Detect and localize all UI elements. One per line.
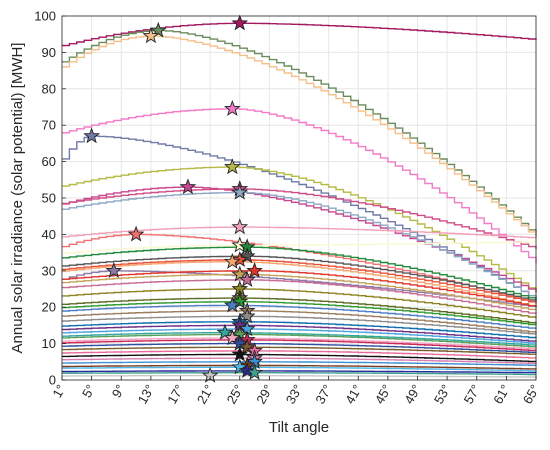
optimum-star-7 xyxy=(179,178,197,195)
series-line-39 xyxy=(62,361,537,366)
series-line-2 xyxy=(62,29,537,237)
x-tick-label: 57° xyxy=(461,382,484,407)
series-line-29 xyxy=(62,328,537,344)
series-line-13 xyxy=(62,246,537,300)
series-line-34 xyxy=(62,342,537,353)
series-line-18 xyxy=(62,270,537,308)
x-tick-label: 21° xyxy=(194,382,217,407)
optimum-markers xyxy=(83,14,263,383)
optimum-star-5 xyxy=(83,127,101,144)
optimum-star-37 xyxy=(231,345,249,362)
y-tick-label: 60 xyxy=(42,154,56,169)
optimum-star-1 xyxy=(231,14,249,31)
series-line-27 xyxy=(62,321,537,339)
x-tick-label: 33° xyxy=(283,382,306,407)
series-line-23 xyxy=(62,301,537,326)
x-tick-label: 5° xyxy=(79,382,98,400)
x-tick-label: 37° xyxy=(312,382,335,407)
series-line-20 xyxy=(62,279,537,315)
series-line-19 xyxy=(62,273,537,311)
x-tick-label: 53° xyxy=(431,382,454,407)
optimum-star-9 xyxy=(231,183,249,200)
series-line-37 xyxy=(62,353,537,363)
optimum-star-20 xyxy=(238,271,256,288)
series-line-43 xyxy=(62,372,536,376)
series-line-9 xyxy=(62,191,537,300)
optimum-star-35 xyxy=(238,338,256,355)
optimum-star-23 xyxy=(231,292,249,309)
x-tick-label: 29° xyxy=(253,382,276,407)
series-line-15 xyxy=(62,259,537,304)
y-tick-label: 70 xyxy=(42,118,56,133)
optimum-star-43 xyxy=(246,363,263,380)
y-tick-label: 80 xyxy=(42,81,56,96)
optimum-star-16 xyxy=(105,262,123,278)
series-line-10 xyxy=(62,226,537,239)
x-tick-label: 65° xyxy=(520,382,543,407)
series-line-3 xyxy=(62,35,537,238)
y-axis-label: Annual solar irradiance (solar potential… xyxy=(9,43,26,354)
y-tick-label: 10 xyxy=(42,336,56,351)
x-tick-label: 61° xyxy=(490,382,513,407)
y-tick-label: 90 xyxy=(42,45,56,60)
optimum-star-41 xyxy=(231,358,249,375)
optimum-star-3 xyxy=(142,27,160,44)
optimum-star-11 xyxy=(127,225,145,242)
y-tick-label: 40 xyxy=(42,227,56,242)
series-line-31 xyxy=(62,333,537,348)
series-line-33 xyxy=(62,339,537,352)
optimum-star-14 xyxy=(238,247,256,264)
series-line-25 xyxy=(62,310,537,333)
series-line-12 xyxy=(62,241,537,254)
series-line-21 xyxy=(62,288,537,319)
optimum-star-10 xyxy=(231,218,249,235)
series-line-38 xyxy=(62,357,537,365)
series-line-22 xyxy=(62,297,537,324)
series-lines xyxy=(62,22,537,378)
optimum-star-4 xyxy=(223,100,241,116)
series-line-32 xyxy=(62,337,537,350)
series-line-42 xyxy=(62,370,537,374)
series-line-14 xyxy=(62,255,537,302)
series-line-40 xyxy=(62,364,537,370)
x-tick-label: 13° xyxy=(135,382,158,407)
series-line-44 xyxy=(62,374,537,378)
series-line-5 xyxy=(62,135,537,300)
series-line-30 xyxy=(62,332,537,346)
y-tick-label: 50 xyxy=(42,191,56,206)
optimum-star-6 xyxy=(223,158,241,175)
series-line-35 xyxy=(62,346,537,355)
x-axis-label: Tilt angle xyxy=(269,419,329,436)
series-line-28 xyxy=(62,324,537,342)
series-line-26 xyxy=(62,315,537,335)
optimum-star-18 xyxy=(246,262,263,278)
series-line-4 xyxy=(62,108,537,264)
x-tick-label: 9° xyxy=(109,382,128,400)
series-line-24 xyxy=(62,304,537,329)
y-tick-label: 20 xyxy=(42,300,56,315)
y-tick-label: 100 xyxy=(34,9,56,24)
series-line-8 xyxy=(62,188,537,249)
optimum-star-17 xyxy=(223,252,241,269)
x-tick-label: 49° xyxy=(401,382,424,407)
optimum-star-24 xyxy=(224,296,241,313)
x-tick-label: 45° xyxy=(372,382,395,407)
x-tick-label: 17° xyxy=(164,382,187,407)
series-line-17 xyxy=(62,261,537,308)
y-tick-label: 0 xyxy=(49,373,56,388)
series-line-41 xyxy=(62,366,537,372)
y-tick-label: 30 xyxy=(42,263,56,278)
x-tick-label: 25° xyxy=(224,382,247,407)
x-tick-label: 41° xyxy=(342,382,365,407)
series-line-36 xyxy=(62,350,537,359)
